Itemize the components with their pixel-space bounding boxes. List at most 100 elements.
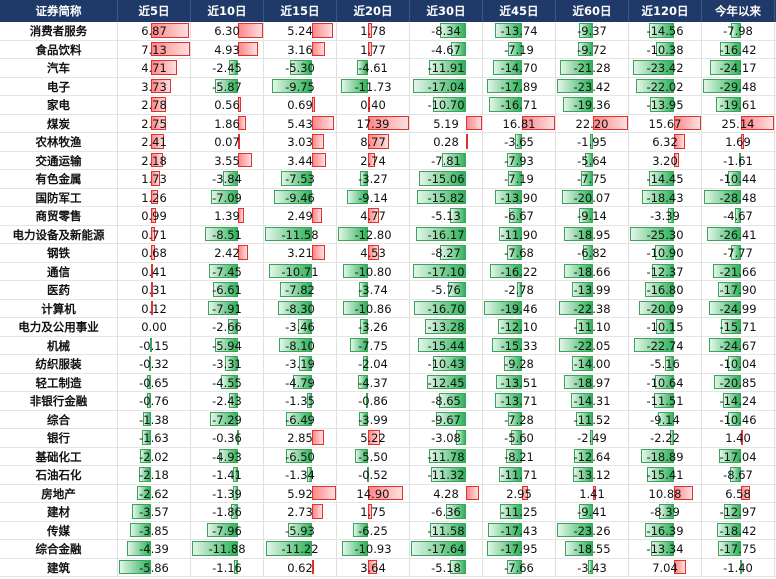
data-bar [127, 541, 152, 556]
value-text: 1.75 [360, 505, 386, 519]
value-cell: -17.90 [702, 281, 775, 299]
value-cell: -18.43 [629, 188, 702, 206]
data-bar [342, 263, 369, 278]
data-bar [730, 467, 742, 482]
value-cell: -3.27 [337, 170, 410, 188]
value-cell: 5.24 [264, 22, 337, 40]
value-text: -3.84 [212, 172, 242, 186]
value-text: -7.66 [504, 560, 534, 575]
value-cell: 7.04 [629, 558, 702, 576]
value-cell: -13.90 [483, 188, 556, 206]
data-bar [311, 23, 334, 38]
data-bar [731, 245, 742, 260]
value-cell: 1.77 [337, 40, 410, 58]
data-bar [741, 430, 744, 445]
value-text: -17.95 [500, 542, 538, 556]
value-cell: -3.39 [629, 207, 702, 225]
value-text: -17.90 [719, 283, 757, 297]
data-bar [578, 41, 594, 56]
value-cell: -10.44 [702, 170, 775, 188]
data-bar [449, 208, 466, 223]
value-text: -0.65 [139, 375, 169, 390]
value-cell: -3.43 [556, 558, 629, 576]
data-row: 食品饮料 7.13 4.93 3.16 1.77 -4.67 -7.19 -9.72 -10.3… [0, 40, 776, 59]
value-cell: -11.73 [337, 77, 410, 95]
data-bar [233, 559, 239, 574]
data-bar [299, 356, 312, 371]
value-cell: 1.40 [702, 429, 775, 447]
value-text: -7.28 [504, 412, 534, 427]
value-cell: -13.71 [483, 392, 556, 410]
value-text: -17.04 [427, 79, 465, 94]
value-text: -6.25 [358, 523, 388, 538]
data-bar [205, 226, 239, 241]
value-text: -28.48 [719, 190, 757, 205]
data-bar [564, 263, 594, 278]
data-bar [151, 41, 190, 56]
value-cell: -12.97 [702, 503, 775, 521]
data-bar [238, 134, 241, 149]
value-text: 5.22 [360, 431, 386, 445]
value-cell: -1.40 [702, 558, 775, 576]
data-bar [142, 430, 152, 445]
value-text: -7.75 [358, 338, 388, 353]
value-cell: -7.77 [702, 244, 775, 262]
value-text: -26.41 [719, 227, 757, 242]
value-text: -4.79 [285, 375, 315, 390]
data-bar [238, 152, 253, 167]
value-text: -2.43 [212, 394, 242, 408]
value-cell: -3.57 [118, 503, 191, 521]
value-cell: 1.75 [337, 503, 410, 521]
value-text: -11.32 [427, 468, 465, 482]
value-text: -10.86 [354, 301, 392, 316]
value-text: -5.86 [139, 560, 169, 575]
row-label: 基础化工 [0, 447, 118, 465]
value-cell: 3.03 [264, 133, 337, 151]
data-row: 交通运输 2.18 3.55 3.44 2.74 -7.81 -7.93 -5.64 3.20 -… [0, 151, 776, 170]
value-cell: -11.52 [556, 410, 629, 428]
data-bar [654, 245, 674, 260]
value-text: -7.96 [212, 523, 242, 538]
value-text: 2.74 [360, 153, 386, 168]
value-cell: -13.51 [483, 373, 556, 391]
data-row: 国防军工 1.26 -7.09 -9.46 -9.14 -15.82 -13.90 -20.0… [0, 188, 776, 207]
value-text: -9.28 [504, 357, 534, 371]
data-bar [735, 208, 742, 223]
value-cell: 7.13 [118, 40, 191, 58]
data-bar [311, 559, 315, 574]
data-bar [368, 134, 389, 149]
value-text: 3.55 [214, 153, 240, 168]
row-label: 综合金融 [0, 540, 118, 558]
data-bar [558, 300, 594, 315]
name-text: 银行 [47, 431, 70, 445]
value-text: -5.60 [504, 431, 534, 445]
data-bar [151, 171, 161, 186]
value-cell: -7.75 [337, 336, 410, 354]
data-bar [507, 411, 523, 426]
value-cell: -8.67 [702, 466, 775, 484]
value-text: -21.66 [719, 264, 757, 279]
value-text: -5.18 [431, 560, 461, 575]
value-cell: -5.94 [191, 336, 264, 354]
value-text: -6.50 [285, 449, 315, 464]
value-cell: 5.19 [410, 114, 483, 132]
value-text: -11.91 [427, 61, 465, 75]
data-bar [635, 78, 674, 93]
value-cell: -5.86 [118, 558, 191, 576]
value-cell: -14.31 [556, 392, 629, 410]
value-text: 1.69 [725, 135, 751, 149]
name-text: 电力设备及新能源 [12, 227, 105, 242]
data-bar [355, 448, 369, 463]
name-text: 钢铁 [47, 246, 70, 260]
name-text: 纺织服装 [35, 357, 82, 371]
value-cell: -4.39 [118, 540, 191, 558]
value-text: -9.41 [577, 505, 607, 519]
data-bar [435, 411, 466, 426]
value-cell: 1.69 [702, 133, 775, 151]
value-cell: -11.10 [556, 318, 629, 336]
value-text: -1.16 [212, 560, 242, 575]
value-cell: -7.93 [483, 151, 556, 169]
value-cell: 10.88 [629, 484, 702, 502]
value-cell: -11.88 [191, 540, 264, 558]
row-label: 电力设备及新能源 [0, 225, 118, 243]
